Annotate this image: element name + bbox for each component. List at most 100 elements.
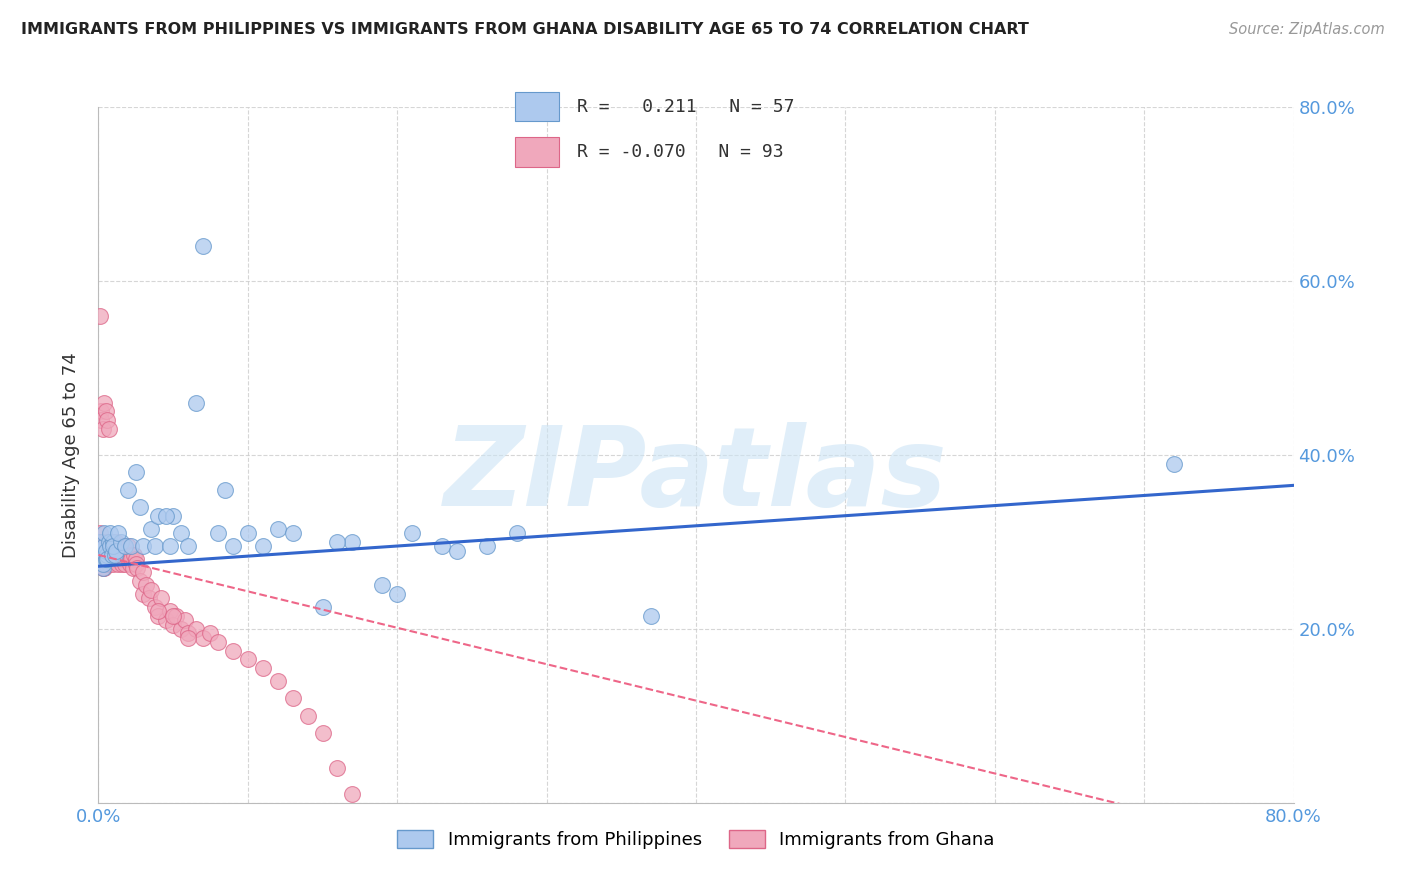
Point — [90, 413, 112, 427]
Point — [640, 608, 662, 623]
Point — [108, 539, 131, 553]
Point — [207, 635, 229, 649]
Point — [108, 548, 131, 562]
Point — [97, 422, 120, 436]
Point — [177, 631, 200, 645]
Point — [184, 622, 207, 636]
Point — [342, 534, 364, 549]
Point — [252, 661, 274, 675]
Point — [127, 561, 149, 575]
Y-axis label: Disability Age 65 to 74: Disability Age 65 to 74 — [62, 352, 80, 558]
Point — [103, 534, 125, 549]
Point — [94, 534, 117, 549]
Point — [236, 526, 259, 541]
Point — [125, 552, 148, 566]
Point — [342, 787, 364, 801]
Point — [89, 526, 111, 541]
Point — [155, 613, 177, 627]
Point — [191, 239, 214, 253]
Point — [159, 539, 181, 553]
Point — [91, 422, 114, 436]
Point — [96, 552, 118, 566]
Point — [89, 309, 111, 323]
Point — [94, 543, 117, 558]
Point — [101, 548, 124, 562]
Point — [267, 674, 290, 689]
Point — [93, 561, 115, 575]
Point — [114, 557, 136, 571]
Point — [143, 539, 166, 553]
Point — [446, 543, 468, 558]
Point — [125, 466, 148, 480]
Point — [97, 557, 120, 571]
Point — [98, 539, 122, 553]
Point — [94, 543, 117, 558]
Point — [94, 552, 117, 566]
Point — [91, 561, 114, 575]
Point — [120, 539, 142, 553]
Point — [105, 543, 128, 558]
Point — [104, 539, 127, 553]
Point — [112, 539, 135, 553]
Point — [111, 548, 134, 562]
Point — [162, 508, 184, 523]
Point — [252, 539, 274, 553]
Point — [162, 608, 184, 623]
Point — [125, 557, 148, 571]
Point — [91, 548, 114, 562]
Point — [214, 483, 236, 497]
Point — [326, 534, 349, 549]
Point — [110, 552, 132, 566]
Point — [91, 561, 114, 575]
Point — [475, 539, 498, 553]
Point — [132, 539, 155, 553]
Point — [129, 500, 152, 514]
Point — [177, 626, 200, 640]
Point — [105, 534, 128, 549]
Point — [120, 552, 142, 566]
Point — [148, 608, 170, 623]
Point — [111, 557, 134, 571]
Point — [169, 622, 191, 636]
Point — [107, 557, 129, 571]
Point — [150, 591, 173, 606]
Point — [94, 557, 117, 571]
Point — [139, 522, 162, 536]
Point — [129, 574, 152, 588]
Point — [159, 605, 181, 619]
Point — [105, 543, 128, 558]
Point — [120, 548, 142, 562]
Point — [148, 508, 170, 523]
Text: Source: ZipAtlas.com: Source: ZipAtlas.com — [1229, 22, 1385, 37]
Point — [98, 534, 122, 549]
Point — [311, 600, 333, 615]
Point — [93, 395, 115, 409]
Point — [132, 566, 155, 580]
Point — [93, 526, 115, 541]
Point — [91, 557, 114, 571]
Point — [98, 548, 122, 562]
Bar — [516, 137, 558, 167]
Point — [94, 404, 117, 418]
Point — [222, 539, 245, 553]
Point — [90, 543, 112, 558]
Point — [401, 526, 423, 541]
Point — [371, 578, 394, 592]
Point — [184, 395, 207, 409]
Point — [98, 543, 122, 558]
Point — [297, 708, 319, 723]
Point — [267, 522, 290, 536]
Point — [200, 626, 222, 640]
Point — [90, 534, 112, 549]
Point — [93, 539, 115, 553]
Point — [506, 526, 529, 541]
Bar — [516, 92, 558, 121]
Point — [174, 613, 197, 627]
Point — [177, 539, 200, 553]
Point — [107, 543, 129, 558]
Point — [143, 600, 166, 615]
Point — [101, 539, 124, 553]
Point — [93, 548, 115, 562]
Point — [1163, 457, 1185, 471]
Point — [117, 552, 139, 566]
